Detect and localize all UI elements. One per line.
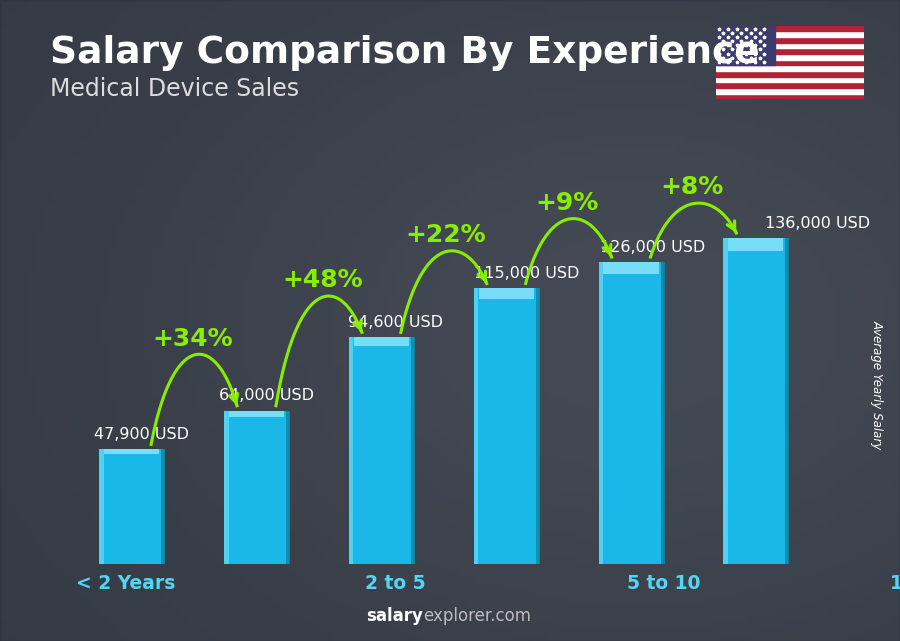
Bar bbox=[473, 288, 478, 564]
Bar bbox=[716, 94, 864, 99]
Text: +48%: +48% bbox=[283, 269, 363, 292]
Bar bbox=[724, 238, 728, 564]
Bar bbox=[349, 337, 414, 564]
Bar bbox=[716, 77, 864, 82]
Bar bbox=[286, 411, 290, 564]
Bar bbox=[598, 262, 663, 564]
Text: 10 to 15: 10 to 15 bbox=[890, 574, 900, 593]
Bar bbox=[716, 31, 864, 37]
Bar bbox=[716, 54, 864, 60]
Text: 5 to 10: 5 to 10 bbox=[627, 574, 701, 593]
Text: explorer.com: explorer.com bbox=[423, 607, 531, 625]
Bar bbox=[354, 337, 409, 346]
Bar bbox=[716, 82, 864, 88]
Bar bbox=[716, 26, 775, 65]
Bar bbox=[349, 337, 354, 564]
Bar bbox=[786, 238, 789, 564]
Bar bbox=[224, 411, 289, 564]
Bar bbox=[99, 449, 164, 564]
Bar bbox=[598, 262, 603, 564]
Bar bbox=[716, 43, 864, 48]
Text: Average Yearly Salary: Average Yearly Salary bbox=[871, 320, 884, 449]
Bar bbox=[724, 238, 788, 564]
Bar bbox=[728, 238, 783, 251]
Bar bbox=[716, 26, 864, 31]
Text: salary: salary bbox=[366, 607, 423, 625]
Bar bbox=[479, 288, 534, 299]
Bar bbox=[161, 449, 166, 564]
Bar bbox=[224, 411, 229, 564]
Text: Salary Comparison By Experience: Salary Comparison By Experience bbox=[50, 35, 760, 71]
Text: 126,000 USD: 126,000 USD bbox=[599, 240, 705, 254]
Text: 47,900 USD: 47,900 USD bbox=[94, 427, 189, 442]
Text: +9%: +9% bbox=[536, 191, 598, 215]
Bar bbox=[229, 411, 284, 417]
Bar bbox=[716, 60, 864, 65]
Bar bbox=[716, 48, 864, 54]
Text: 64,000 USD: 64,000 USD bbox=[219, 388, 314, 403]
Text: 136,000 USD: 136,000 USD bbox=[765, 215, 869, 231]
Bar bbox=[661, 262, 664, 564]
Text: Medical Device Sales: Medical Device Sales bbox=[50, 77, 299, 101]
Bar bbox=[716, 71, 864, 77]
Bar bbox=[536, 288, 540, 564]
Text: +22%: +22% bbox=[405, 223, 486, 247]
Bar bbox=[716, 88, 864, 94]
Bar bbox=[716, 37, 864, 43]
Bar bbox=[603, 262, 659, 274]
Text: +34%: +34% bbox=[153, 327, 233, 351]
Text: < 2 Years: < 2 Years bbox=[76, 574, 176, 593]
Bar bbox=[410, 337, 415, 564]
Text: 2 to 5: 2 to 5 bbox=[364, 574, 426, 593]
Bar bbox=[104, 449, 159, 454]
Text: 115,000 USD: 115,000 USD bbox=[473, 266, 579, 281]
Bar bbox=[716, 65, 864, 71]
Bar bbox=[99, 449, 104, 564]
Text: +8%: +8% bbox=[661, 176, 724, 199]
Bar bbox=[473, 288, 538, 564]
Text: 94,600 USD: 94,600 USD bbox=[347, 315, 443, 330]
